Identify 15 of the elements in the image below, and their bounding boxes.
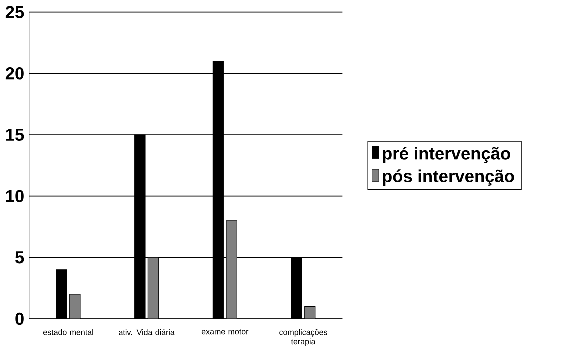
bar: [226, 220, 238, 319]
y-tick-label: 20: [6, 68, 24, 80]
bar: [70, 294, 80, 319]
x-tick-label: estado mental: [43, 329, 94, 336]
y-tick-label: 0: [16, 312, 24, 326]
y-tick-label: 25: [6, 6, 24, 18]
y-tick-label: 10: [6, 190, 24, 202]
x-tick-label: complicações terapia: [280, 329, 328, 346]
legend-label: pós intervenção: [383, 170, 514, 186]
y-tick-label: 5: [16, 252, 24, 264]
y-tick-label: 15: [6, 128, 24, 142]
legend-label: pré intervenção: [383, 146, 510, 164]
bar: [148, 258, 159, 319]
x-tick-label: ativ. Vida diária: [119, 329, 175, 336]
x-tick-label: exame motor: [202, 329, 249, 335]
